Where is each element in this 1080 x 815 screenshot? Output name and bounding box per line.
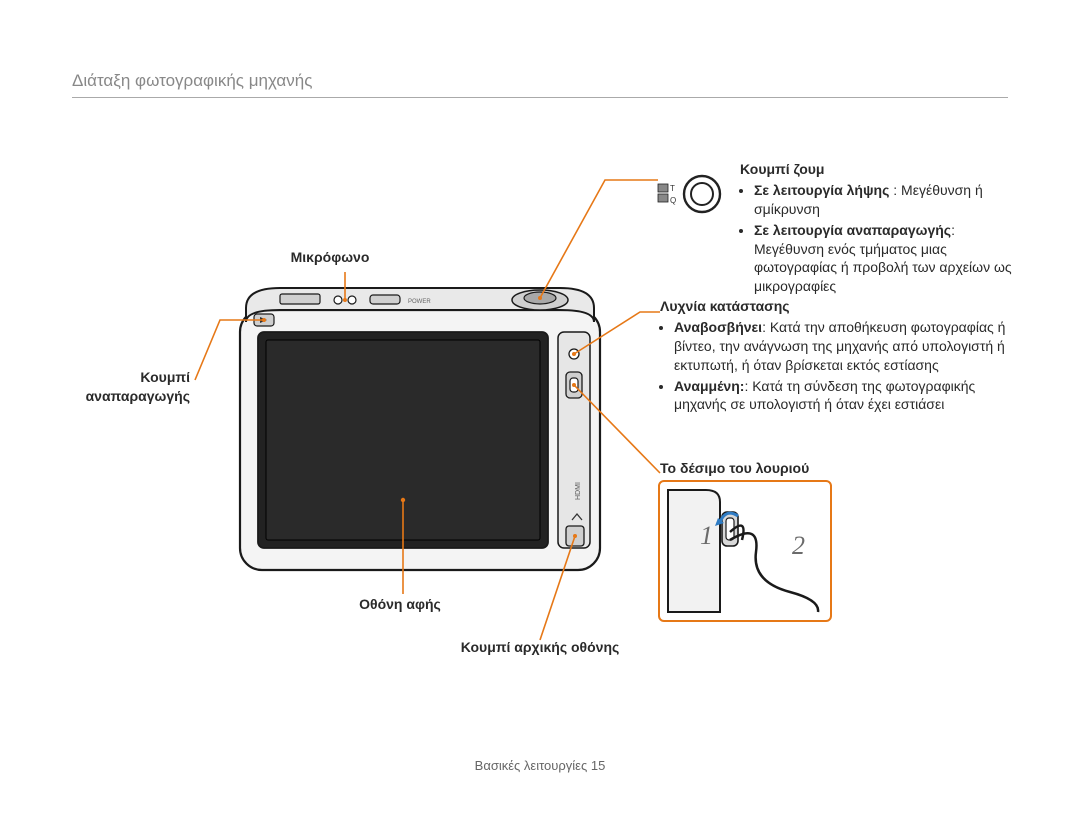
footer-section: Βασικές λειτουργίες xyxy=(475,758,591,773)
status-bullet-on: Αναμμένη:: Κατά τη σύνδεση της φωτογραφι… xyxy=(674,377,1020,415)
label-microphone: Μικρόφωνο xyxy=(250,248,410,267)
footer-page: 15 xyxy=(591,758,605,773)
zoom-bullet-play: Σε λειτουργία αναπαραγωγής: Μεγέθυνση εν… xyxy=(754,221,1020,297)
label-touch-screen: Οθόνη αφής xyxy=(320,595,480,614)
status-title: Λυχνία κατάστασης xyxy=(660,297,1020,316)
callout-status: Λυχνία κατάστασης Αναβοσβήνει: Κατά την … xyxy=(660,297,1020,416)
svg-text:T: T xyxy=(670,184,675,193)
svg-text:Q: Q xyxy=(670,196,676,205)
callout-zoom: Κουμπί ζουμ Σε λειτουργία λήψης : Μεγέθυ… xyxy=(740,160,1020,298)
strap-box xyxy=(658,480,832,622)
page-footer: Βασικές λειτουργίες 15 xyxy=(0,757,1080,775)
zoom-bullet-shoot: Σε λειτουργία λήψης : Μεγέθυνση ή σμίκρυ… xyxy=(754,181,1020,219)
strap-title: Το δέσιμο του λουριού xyxy=(660,459,910,478)
label-home-button: Κουμπί αρχικής οθόνης xyxy=(420,638,660,657)
strap-step2: 2 xyxy=(792,528,805,563)
svg-text:HDMI: HDMI xyxy=(575,482,582,500)
svg-text:POWER: POWER xyxy=(408,299,431,305)
zoom-title: Κουμπί ζουμ xyxy=(740,160,1020,179)
label-playback-button: Κουμπίαναπαραγωγής xyxy=(60,368,190,406)
strap-step1: 1 xyxy=(700,518,713,553)
status-bullet-blink: Αναβοσβήνει: Κατά την αποθήκευση φωτογρα… xyxy=(674,318,1020,375)
